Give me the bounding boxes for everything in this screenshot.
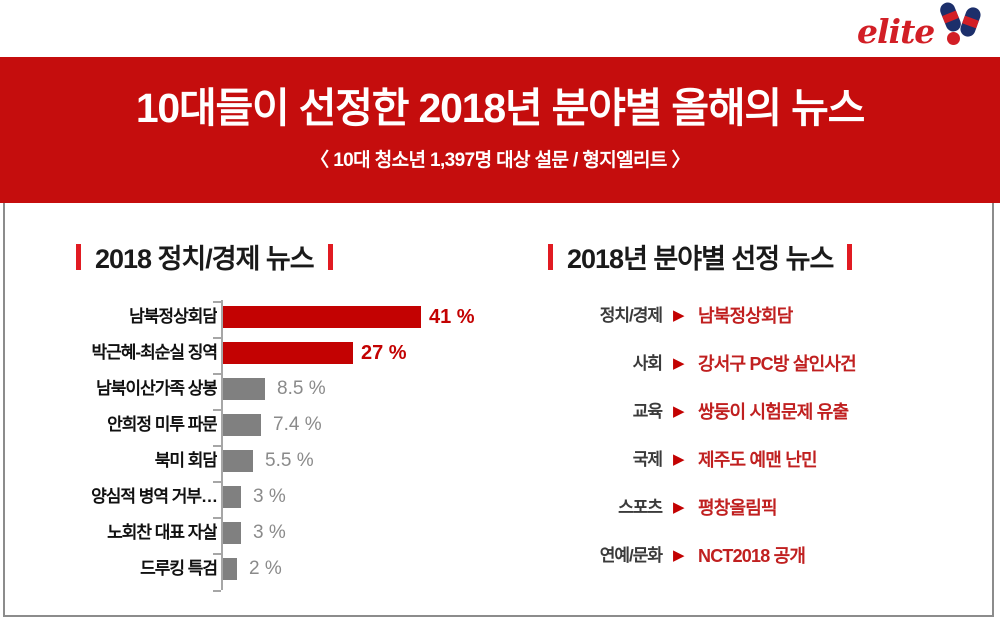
chart-category-label: 안희정 미투 파문 xyxy=(107,415,217,434)
chart-bar-row: 남북정상회담 41 % xyxy=(60,301,500,332)
chart-bar xyxy=(223,522,241,544)
accent-bar-icon xyxy=(76,243,81,270)
accent-bar-icon xyxy=(548,243,553,270)
news-headline: 평창올림픽 xyxy=(698,498,778,518)
politics-economy-bar-chart: 남북정상회담 41 % 박근혜-최순실 징역 27 % 남북이산가족 상봉 8.5 % 안희… xyxy=(60,300,500,596)
chart-category-label: 남북이산가족 상봉 xyxy=(96,379,217,398)
chart-bar xyxy=(223,558,237,580)
chart-bar-value: 8.5 % xyxy=(277,378,326,399)
axis-tick xyxy=(213,517,221,519)
chart-bar xyxy=(223,486,241,508)
arrow-right-icon: ▶ xyxy=(673,499,685,516)
content-frame xyxy=(3,203,994,617)
news-headline: 쌍둥이 시험문제 유출 xyxy=(698,402,849,422)
news-category-label: 교육 xyxy=(632,402,663,421)
chart-bar-value: 5.5 % xyxy=(265,450,314,471)
axis-tick xyxy=(213,445,221,447)
axis-tick xyxy=(213,337,221,339)
arrow-right-icon: ▶ xyxy=(673,547,685,564)
elite-logo: elite xyxy=(857,0,983,54)
news-category-label: 사회 xyxy=(632,354,663,373)
news-list-item: 스포츠 ▶ 평창올림픽 xyxy=(540,494,980,522)
chart-bar xyxy=(223,306,421,328)
news-headline: 제주도 예맨 난민 xyxy=(698,450,818,470)
chart-bar-value: 3 % xyxy=(253,486,286,507)
axis-tick xyxy=(213,409,221,411)
chart-category-label: 노회찬 대표 자살 xyxy=(107,523,217,542)
chart-category-label: 양심적 병역 거부… xyxy=(91,487,217,506)
news-list-item: 연예/문화 ▶ NCT2018 공개 xyxy=(540,542,980,570)
chart-bar-value: 27 % xyxy=(361,342,407,364)
chart-category-label: 북미 회담 xyxy=(154,451,217,470)
chart-category-label: 남북정상회담 xyxy=(129,307,217,326)
left-section-title: 2018 정치/경제 뉴스 xyxy=(95,244,315,274)
pompom-dot-icon xyxy=(947,32,960,45)
right-section-title: 2018년 분야별 선정 뉴스 xyxy=(567,244,834,274)
news-category-label: 정치/경제 xyxy=(599,306,663,325)
news-category-label: 국제 xyxy=(632,450,663,469)
news-list-item: 사회 ▶ 강서구 PC방 살인사건 xyxy=(540,350,980,378)
chart-bar-row: 북미 회담 5.5 % xyxy=(60,445,500,476)
news-headline: NCT2018 공개 xyxy=(698,546,806,566)
left-section-header: 2018 정치/경제 뉴스 xyxy=(76,237,333,276)
chart-bar-row: 남북이산가족 상봉 8.5 % xyxy=(60,373,500,404)
chart-bar-value: 41 % xyxy=(429,306,475,328)
chart-axis xyxy=(221,300,223,590)
chart-bar xyxy=(223,450,253,472)
news-headline: 남북정상회담 xyxy=(698,306,793,326)
logo-strip: elite xyxy=(0,0,1000,57)
arrow-right-icon: ▶ xyxy=(673,451,685,468)
chart-bar-row: 양심적 병역 거부… 3 % xyxy=(60,481,500,512)
chart-bar-row: 박근혜-최순실 징역 27 % xyxy=(60,337,500,368)
arrow-right-icon: ▶ xyxy=(673,403,685,420)
banner-title: 10대들이 선정한 2018년 분야별 올해의 뉴스 xyxy=(135,85,866,131)
chart-bar xyxy=(223,414,261,436)
news-list-item: 정치/경제 ▶ 남북정상회담 xyxy=(540,302,980,330)
chart-bar-row: 안희정 미투 파문 7.4 % xyxy=(60,409,500,440)
right-section-header: 2018년 분야별 선정 뉴스 xyxy=(548,237,853,276)
chart-bar xyxy=(223,378,265,400)
accent-bar-icon xyxy=(327,243,333,270)
accent-bar-icon xyxy=(847,243,853,270)
chart-category-label: 드루킹 특검 xyxy=(140,559,217,578)
logo-wordmark: elite xyxy=(857,12,935,51)
chart-category-label: 박근혜-최순실 징역 xyxy=(91,343,217,362)
news-headline: 강서구 PC방 살인사건 xyxy=(698,354,857,374)
chart-bar-value: 3 % xyxy=(253,522,286,543)
axis-tick xyxy=(213,481,221,483)
axis-tick xyxy=(213,590,221,592)
news-list-item: 국제 ▶ 제주도 예맨 난민 xyxy=(540,446,980,474)
axis-tick xyxy=(213,301,221,303)
chart-bar-value: 7.4 % xyxy=(273,414,322,435)
axis-tick xyxy=(213,553,221,555)
pompom-icon xyxy=(958,5,983,39)
news-category-label: 스포츠 xyxy=(618,498,663,517)
news-list-item: 교육 ▶ 쌍둥이 시험문제 유출 xyxy=(540,398,980,426)
news-category-label: 연예/문화 xyxy=(599,546,663,565)
banner-subtitle: 〈 10대 청소년 1,397명 대상 설문 / 형지엘리트 〉 xyxy=(310,150,690,172)
title-banner: 10대들이 선정한 2018년 분야별 올해의 뉴스 〈 10대 청소년 1,3… xyxy=(0,57,1000,203)
chart-bar-row: 드루킹 특검 2 % xyxy=(60,553,500,584)
axis-tick xyxy=(213,373,221,375)
arrow-right-icon: ▶ xyxy=(673,355,685,372)
chart-bar-value: 2 % xyxy=(249,558,282,579)
arrow-right-icon: ▶ xyxy=(673,307,685,324)
chart-bar xyxy=(223,342,353,364)
chart-bar-row: 노회찬 대표 자살 3 % xyxy=(60,517,500,548)
